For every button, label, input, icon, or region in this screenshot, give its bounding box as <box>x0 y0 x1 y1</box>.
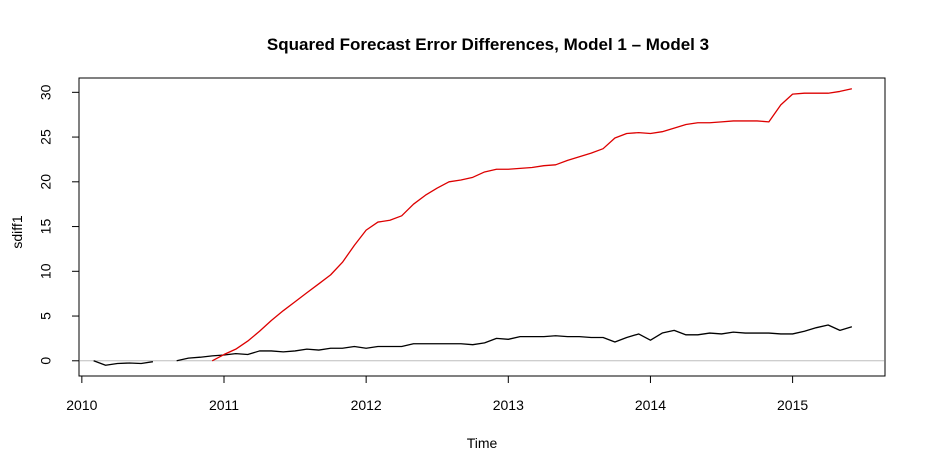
y-tick-label: 30 <box>38 84 54 100</box>
series-1-line-segment-2 <box>176 324 853 362</box>
y-tick-label: 15 <box>38 219 54 235</box>
series-2-line-segment-1 <box>211 88 853 362</box>
series-layer <box>93 88 853 366</box>
x-axis: 2010 2011 2012 2013 2014 2015 <box>66 375 808 413</box>
y-tick-label: 0 <box>38 357 54 365</box>
x-axis-title: Time <box>467 435 498 451</box>
x-tick-label: 2012 <box>351 397 382 413</box>
series-1-line-segment-1 <box>93 360 154 366</box>
x-tick-label: 2010 <box>66 397 97 413</box>
y-axis-title: sdiff1 <box>9 215 25 248</box>
y-tick-label: 20 <box>38 174 54 190</box>
x-tick-label: 2011 <box>209 397 239 413</box>
plot-frame <box>78 77 886 377</box>
x-tick-label: 2013 <box>493 397 524 413</box>
x-tick-label: 2015 <box>777 397 808 413</box>
y-tick-label: 10 <box>38 263 54 279</box>
y-tick-label: 25 <box>38 129 54 145</box>
y-tick-label: 5 <box>38 312 54 320</box>
chart-title: Squared Forecast Error Differences, Mode… <box>267 35 709 54</box>
x-tick-label: 2014 <box>635 397 666 413</box>
y-axis: 0 5 10 15 20 25 30 <box>38 84 80 365</box>
